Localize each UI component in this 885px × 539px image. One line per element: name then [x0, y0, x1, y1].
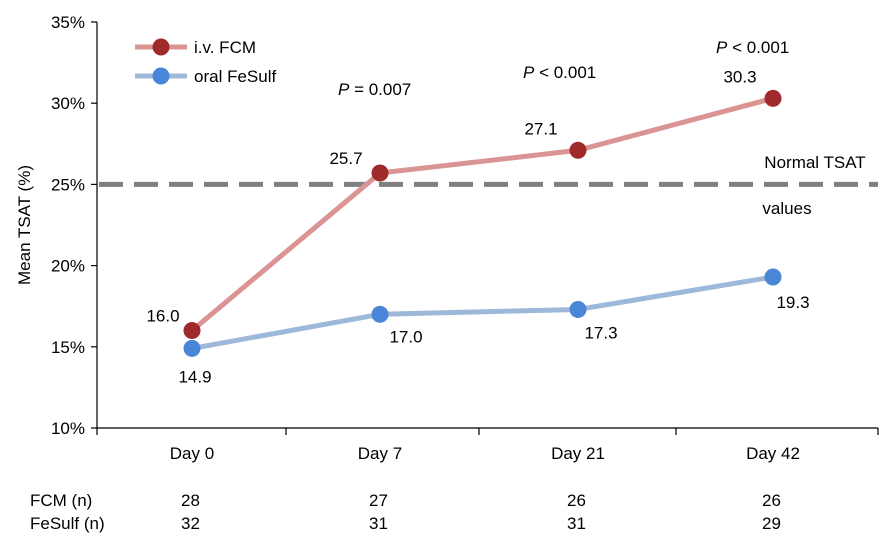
data-label: 17.3 [584, 323, 617, 342]
n-cell: 26 [567, 491, 586, 510]
series-group [183, 89, 782, 357]
p-value-label: P < 0.001 [523, 63, 596, 82]
data-point [371, 164, 389, 182]
p-value-label: P = 0.007 [338, 80, 411, 99]
n-cell: 27 [369, 491, 388, 510]
p-value-text: = 0.007 [349, 80, 411, 99]
y-tick-label: 30% [51, 94, 85, 113]
series-line [191, 274, 774, 351]
y-axis-label: Mean TSAT (%) [15, 165, 34, 285]
data-point [183, 322, 201, 340]
data-point [569, 300, 587, 318]
data-label: 19.3 [776, 293, 809, 312]
data-label: 14.9 [178, 367, 211, 386]
reference-line-label: values [762, 199, 811, 218]
data-label: 17.0 [389, 327, 422, 346]
legend-marker [152, 67, 170, 85]
series-line [190, 95, 774, 333]
data-label: 16.0 [146, 307, 179, 326]
x-tick-label: Day 42 [746, 444, 800, 463]
y-tick-label: 35% [51, 13, 85, 32]
p-symbol: P [523, 63, 535, 82]
data-label: 30.3 [723, 67, 756, 86]
annotations-group: 16.0 25.7 27.1 30.3 14.9 17.0 17.3 19.3 P = 0.00… [146, 38, 809, 386]
y-tick-label: 15% [51, 338, 85, 357]
n-cell: 28 [181, 491, 200, 510]
n-cell: 29 [762, 514, 781, 533]
legend-label: i.v. FCM [194, 38, 256, 57]
axes: 10% 15% 20% 25% 30% 35% Day 0 Day 7 Day 21 Day 42… [15, 13, 879, 463]
data-point [371, 305, 389, 323]
reference-line-label: Normal TSAT [764, 153, 865, 172]
n-cell: 26 [762, 491, 781, 510]
x-tick-label: Day 0 [170, 444, 214, 463]
n-cell: 32 [181, 514, 200, 533]
data-label: 25.7 [329, 149, 362, 168]
data-point [764, 268, 782, 286]
legend: i.v. FCM oral FeSulf [135, 38, 276, 86]
data-point [764, 89, 782, 107]
n-cell: 31 [567, 514, 586, 533]
data-label: 27.1 [524, 119, 557, 138]
n-row-label: FeSulf (n) [30, 514, 105, 533]
data-point [569, 141, 587, 159]
x-tick-label: Day 21 [551, 444, 605, 463]
n-cell: 31 [369, 514, 388, 533]
y-tick-label: 20% [51, 257, 85, 276]
data-point [183, 339, 201, 357]
n-row-label: FCM (n) [30, 491, 93, 510]
y-tick-label: 10% [51, 419, 85, 438]
p-value-label: P < 0.001 [716, 38, 789, 57]
x-tick-label: Day 7 [358, 444, 402, 463]
y-tick-label: 25% [51, 175, 85, 194]
legend-label: oral FeSulf [194, 67, 276, 86]
p-symbol: P [338, 80, 350, 99]
p-symbol: P [716, 38, 728, 57]
p-value-text: < 0.001 [727, 38, 789, 57]
reference-line-group: Normal TSAT values [99, 153, 878, 218]
p-value-text: < 0.001 [534, 63, 596, 82]
legend-marker [152, 38, 170, 56]
